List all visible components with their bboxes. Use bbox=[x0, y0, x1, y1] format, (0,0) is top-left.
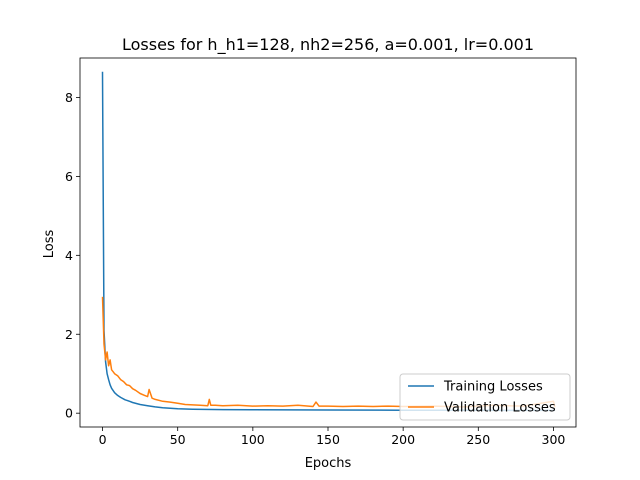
legend: Training Losses Validation Losses bbox=[399, 373, 571, 421]
x-tick-label: 0 bbox=[99, 432, 107, 447]
chart-title: Losses for h_h1=128, nh2=256, a=0.001, l… bbox=[122, 35, 534, 55]
series-line-validation bbox=[101, 296, 556, 408]
x-tick-label: 250 bbox=[466, 432, 490, 447]
series-line-training bbox=[101, 71, 556, 412]
legend-box bbox=[399, 373, 571, 421]
legend-label: Validation Losses bbox=[444, 401, 556, 416]
x-tick-label: 150 bbox=[316, 432, 340, 447]
x-tick-label: 100 bbox=[241, 432, 265, 447]
x-tick-label: 50 bbox=[170, 432, 186, 447]
y-tick-label: 2 bbox=[65, 327, 73, 342]
y-tick-label: 4 bbox=[65, 248, 73, 263]
y-tick-label: 6 bbox=[65, 169, 73, 184]
y-axis-label: Loss bbox=[42, 230, 57, 259]
x-tick-label: 200 bbox=[391, 432, 415, 447]
plot-area: 0 50 100 150 200 250 300 0 2 4 6 8 bbox=[65, 57, 577, 447]
x-tick-label: 300 bbox=[542, 432, 566, 447]
y-tick-label: 8 bbox=[65, 90, 73, 105]
y-tick-label: 0 bbox=[65, 406, 73, 421]
x-axis-label: Epochs bbox=[305, 456, 352, 471]
legend-label: Training Losses bbox=[443, 380, 543, 395]
